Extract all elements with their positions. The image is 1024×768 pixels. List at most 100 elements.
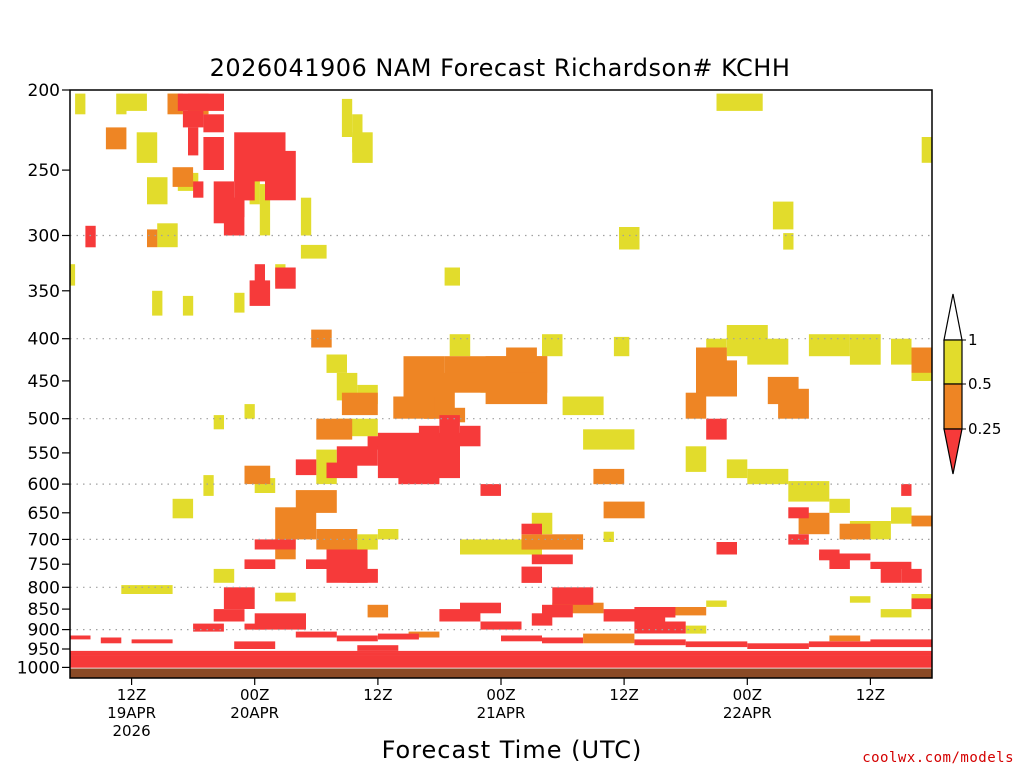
yellow-ri-cell-0 — [75, 93, 86, 115]
surface-layer-band-9 — [70, 661, 932, 663]
yellow-ri-cell-63 — [891, 338, 912, 365]
red-ri-cell-21 — [460, 425, 481, 447]
yellow-ri-cell-22 — [152, 290, 163, 316]
yellow-ri-cell-30 — [326, 354, 347, 373]
y-tick-label-450: 450 — [28, 372, 60, 392]
y-tick-label-800: 800 — [28, 578, 60, 598]
red-ri-cell-40 — [542, 604, 573, 618]
red-ri-cell-41 — [552, 587, 594, 605]
red-ri-cell-44 — [634, 621, 686, 634]
surface-layer-band-1 — [70, 652, 932, 654]
orange-ri-cell-30 — [839, 523, 871, 540]
red-ri-cell-20 — [439, 415, 460, 437]
colorbar-label-0: 1 — [968, 331, 978, 349]
red-ri-cell-57 — [819, 553, 871, 561]
surface-layer-band-6 — [70, 658, 932, 660]
red-ri-cell-2 — [188, 127, 199, 156]
orange-ri-cell-22 — [593, 468, 625, 485]
surface-layer-band-3 — [70, 654, 932, 656]
red-ri-cell-72 — [70, 635, 91, 640]
orange-ri-cell-4 — [147, 229, 158, 248]
yellow-ri-cell-24 — [234, 292, 245, 313]
red-ri-cell-13 — [254, 264, 265, 286]
y-tick-label-850: 850 — [28, 600, 60, 620]
orange-ri-cell-27 — [685, 392, 707, 419]
surface-layer-band-7 — [70, 659, 932, 661]
x-tick-label-30-0: 12Z — [363, 686, 392, 704]
yellow-ri-cell-67 — [747, 468, 789, 485]
yellow-ri-cell-66 — [726, 459, 748, 479]
red-ri-cell-38 — [531, 554, 573, 565]
red-ri-cell-55 — [901, 568, 922, 583]
yellow-ri-cell-35 — [562, 396, 604, 416]
yellow-ri-cell-49 — [460, 539, 501, 555]
yellow-ri-cell-62 — [849, 334, 881, 365]
orange-ri-cell-33 — [367, 604, 389, 618]
colorbar-yellow — [943, 339, 963, 385]
surface-layer-band-12 — [70, 665, 932, 667]
yellow-ri-cell-29 — [613, 336, 630, 357]
yellow-ri-cell-37 — [213, 415, 224, 430]
credit-text: coolwx.com/models — [862, 750, 1014, 766]
yellow-ri-cell-72 — [685, 625, 707, 634]
yellow-ri-cell-71 — [891, 507, 912, 524]
surface-layer-band-10 — [70, 662, 932, 665]
red-ri-cell-6 — [234, 170, 255, 201]
colorbar-bottom-arrow — [943, 428, 963, 475]
yellow-ri-cell-28 — [542, 334, 563, 357]
yellow-ri-cell-57 — [911, 594, 932, 601]
yellow-ri-cell-12 — [157, 223, 178, 248]
plot-area — [69, 89, 933, 679]
red-ri-cell-29 — [244, 559, 276, 569]
yellow-ri-cell-38 — [244, 404, 255, 419]
red-ri-cell-0 — [177, 93, 224, 111]
red-ri-cell-60 — [295, 631, 337, 638]
y-tick-label-250: 250 — [28, 161, 60, 181]
yellow-ri-cell-65 — [685, 446, 707, 472]
orange-ri-cell-36 — [408, 631, 440, 638]
red-ri-cell-22 — [398, 472, 440, 485]
colorbar-label-2: 0.25 — [968, 420, 1001, 438]
red-ri-cell-58 — [870, 561, 912, 569]
x-tick-label-18-0: 00Z — [240, 686, 269, 704]
yellow-ri-cell-21 — [783, 233, 794, 250]
y-tick-label-650: 650 — [28, 504, 60, 524]
y-tick-label-350: 350 — [28, 282, 60, 302]
orange-ri-cell-24 — [696, 360, 737, 397]
red-ri-cell-68 — [808, 641, 871, 648]
yellow-ri-cell-14 — [259, 184, 271, 236]
red-ri-cell-12 — [85, 225, 96, 248]
yellow-ri-cell-13 — [249, 177, 260, 205]
x-tick-label-42-1: 21APR — [477, 704, 526, 722]
yellow-ri-cell-54 — [706, 600, 727, 607]
orange-ri-cell-12 — [393, 396, 435, 419]
surface-layer-band-5 — [70, 656, 932, 659]
y-tick-label-550: 550 — [28, 444, 60, 464]
y-tick-label-1000: 1000 — [17, 658, 60, 678]
red-ri-cell-28 — [254, 539, 296, 550]
yellow-ri-cell-68 — [788, 481, 830, 502]
yellow-ri-cell-36 — [583, 429, 635, 450]
yellow-ri-cell-56 — [880, 609, 912, 618]
red-ri-cell-24 — [295, 459, 317, 476]
red-ri-cell-65 — [634, 639, 686, 646]
colorbar-orange — [943, 383, 963, 430]
red-ri-cell-49 — [788, 507, 809, 519]
orange-ri-cell-32 — [911, 515, 932, 527]
red-ri-cell-17 — [336, 446, 378, 466]
x-tick-label-66-0: 00Z — [733, 686, 762, 704]
yellow-ri-cell-69 — [829, 498, 850, 513]
red-ri-cell-61 — [336, 635, 378, 642]
x-tick-label-6-0: 12Z — [117, 686, 146, 704]
red-ri-cell-48 — [716, 542, 737, 555]
yellow-ri-cell-19 — [619, 227, 640, 250]
orange-ri-cell-17 — [295, 490, 337, 513]
x-tick-label-6-1: 19APR — [107, 704, 156, 722]
red-ri-cell-5 — [265, 150, 296, 201]
surface-layer-band-4 — [70, 655, 932, 658]
x-axis-title: Forecast Time (UTC) — [382, 736, 643, 764]
yellow-ri-cell-17 — [352, 132, 373, 163]
surface-layer-band-8 — [70, 660, 932, 662]
orange-ri-cell-11 — [341, 392, 378, 416]
